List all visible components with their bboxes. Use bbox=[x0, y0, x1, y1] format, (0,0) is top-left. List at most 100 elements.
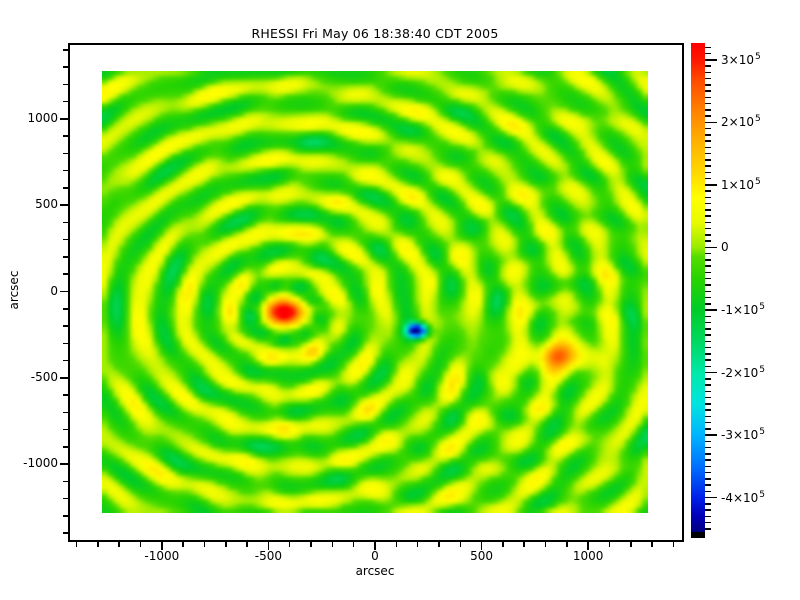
colorbar-tick-label: -4×105 bbox=[721, 489, 766, 505]
colorbar-minor-tick bbox=[705, 202, 711, 205]
colorbar-minor-tick bbox=[705, 459, 711, 461]
x-minor-tick bbox=[118, 542, 120, 547]
y-minor-tick bbox=[63, 411, 68, 414]
colorbar-minor-tick bbox=[705, 503, 711, 505]
colorbar-minor-tick bbox=[705, 115, 711, 117]
colorbar-underflow-segment bbox=[691, 532, 705, 538]
colorbar-minor-tick bbox=[705, 277, 711, 280]
colorbar-major-tick bbox=[705, 309, 717, 311]
colorbar-tick-label: 3×105 bbox=[721, 51, 761, 67]
colorbar-minor-tick bbox=[705, 509, 711, 511]
y-axis-label: arcsec bbox=[7, 270, 21, 310]
y-minor-tick bbox=[63, 428, 68, 431]
colorbar-minor-tick bbox=[705, 221, 711, 224]
x-tick-label: 500 bbox=[470, 549, 494, 563]
colorbar-tick-label: 2×105 bbox=[721, 114, 761, 130]
colorbar-minor-tick bbox=[705, 490, 711, 493]
colorbar-minor-tick bbox=[705, 265, 711, 267]
y-minor-tick bbox=[63, 308, 68, 310]
colorbar-minor-tick bbox=[705, 471, 711, 474]
colorbar-minor-tick bbox=[705, 428, 711, 430]
x-minor-tick bbox=[502, 542, 504, 547]
colorbar-minor-tick bbox=[705, 403, 711, 405]
y-minor-tick bbox=[63, 100, 68, 103]
colorbar-minor-tick bbox=[705, 209, 711, 211]
colorbar-minor-tick bbox=[705, 440, 711, 443]
colorbar-minor-tick bbox=[705, 71, 711, 74]
y-minor-tick bbox=[63, 256, 68, 258]
y-minor-tick bbox=[63, 446, 68, 448]
colorbar-minor-tick bbox=[705, 346, 711, 349]
x-minor-tick bbox=[225, 542, 227, 547]
y-tick-label: -500 bbox=[30, 369, 58, 384]
colorbar-major-tick bbox=[705, 371, 717, 374]
colorbar-gradient bbox=[691, 43, 705, 532]
colorbar-minor-tick bbox=[705, 465, 711, 468]
y-minor-tick bbox=[63, 342, 68, 345]
x-minor-tick bbox=[288, 542, 291, 547]
y-minor-tick bbox=[63, 325, 68, 327]
colorbar-minor-tick bbox=[705, 109, 711, 111]
x-minor-tick bbox=[566, 542, 568, 547]
y-minor-tick bbox=[63, 135, 68, 137]
colorbar-minor-tick bbox=[705, 284, 711, 286]
colorbar-minor-tick bbox=[705, 478, 711, 480]
exponent: 5 bbox=[759, 489, 766, 500]
y-tick-label: 500 bbox=[35, 197, 58, 212]
exponent: 5 bbox=[759, 302, 766, 312]
exponent: 5 bbox=[754, 114, 761, 125]
x-minor-tick bbox=[203, 542, 206, 547]
x-tick-label: -1000 bbox=[144, 549, 180, 563]
colorbar-minor-tick bbox=[705, 65, 711, 67]
y-minor-tick bbox=[63, 394, 68, 396]
colorbar-minor-tick bbox=[705, 521, 711, 524]
y-minor-tick bbox=[63, 66, 68, 68]
x-minor-tick bbox=[246, 542, 248, 547]
colorbar-minor-tick bbox=[705, 328, 711, 330]
colorbar-minor-tick bbox=[705, 196, 711, 199]
colorbar-minor-tick bbox=[705, 152, 711, 155]
colorbar-minor-tick bbox=[705, 77, 711, 80]
colorbar-minor-tick bbox=[705, 315, 711, 317]
colorbar-minor-tick bbox=[705, 378, 711, 380]
colorbar-minor-tick bbox=[705, 165, 711, 167]
x-axis-label: arcsec bbox=[355, 564, 395, 578]
x-minor-tick bbox=[75, 542, 78, 547]
y-major-tick bbox=[60, 290, 68, 293]
x-minor-tick bbox=[630, 542, 632, 547]
colorbar-minor-tick bbox=[705, 334, 711, 336]
y-minor-tick bbox=[63, 359, 68, 362]
y-tick-label: -1000 bbox=[23, 456, 58, 471]
colorbar-minor-tick bbox=[705, 134, 711, 136]
y-minor-tick bbox=[63, 238, 68, 241]
y-tick-label: 0 bbox=[50, 283, 58, 298]
exponent: 5 bbox=[754, 51, 761, 62]
x-minor-tick bbox=[310, 542, 312, 547]
colorbar-minor-tick bbox=[705, 140, 711, 142]
colorbar-minor-tick bbox=[705, 353, 711, 355]
colorbar-tick-label: 0 bbox=[721, 240, 729, 255]
x-major-tick bbox=[267, 542, 270, 550]
y-major-tick bbox=[60, 204, 68, 206]
x-minor-tick bbox=[651, 542, 653, 547]
colorbar-minor-tick bbox=[705, 190, 711, 192]
colorbar-minor-tick bbox=[705, 515, 711, 518]
colorbar-minor-tick bbox=[705, 290, 711, 292]
colorbar-minor-tick bbox=[705, 84, 711, 86]
colorbar-minor-tick bbox=[705, 340, 711, 343]
colorbar-minor-tick bbox=[705, 384, 711, 386]
colorbar-minor-tick bbox=[705, 127, 711, 130]
y-minor-tick bbox=[63, 515, 68, 517]
x-tick-label: 0 bbox=[371, 549, 379, 563]
x-major-tick bbox=[161, 542, 163, 550]
x-minor-tick bbox=[139, 542, 142, 547]
y-tick-label: 1000 bbox=[27, 110, 58, 125]
x-minor-tick bbox=[331, 542, 334, 547]
colorbar-minor-tick bbox=[705, 171, 711, 174]
exponent: 5 bbox=[754, 176, 761, 187]
y-major-tick bbox=[60, 463, 68, 465]
exponent: 5 bbox=[759, 364, 766, 375]
colorbar-major-tick bbox=[705, 434, 717, 436]
colorbar-minor-tick bbox=[705, 528, 711, 530]
plot-title: RHESSI Fri May 06 18:38:40 CDT 2005 bbox=[251, 26, 499, 41]
